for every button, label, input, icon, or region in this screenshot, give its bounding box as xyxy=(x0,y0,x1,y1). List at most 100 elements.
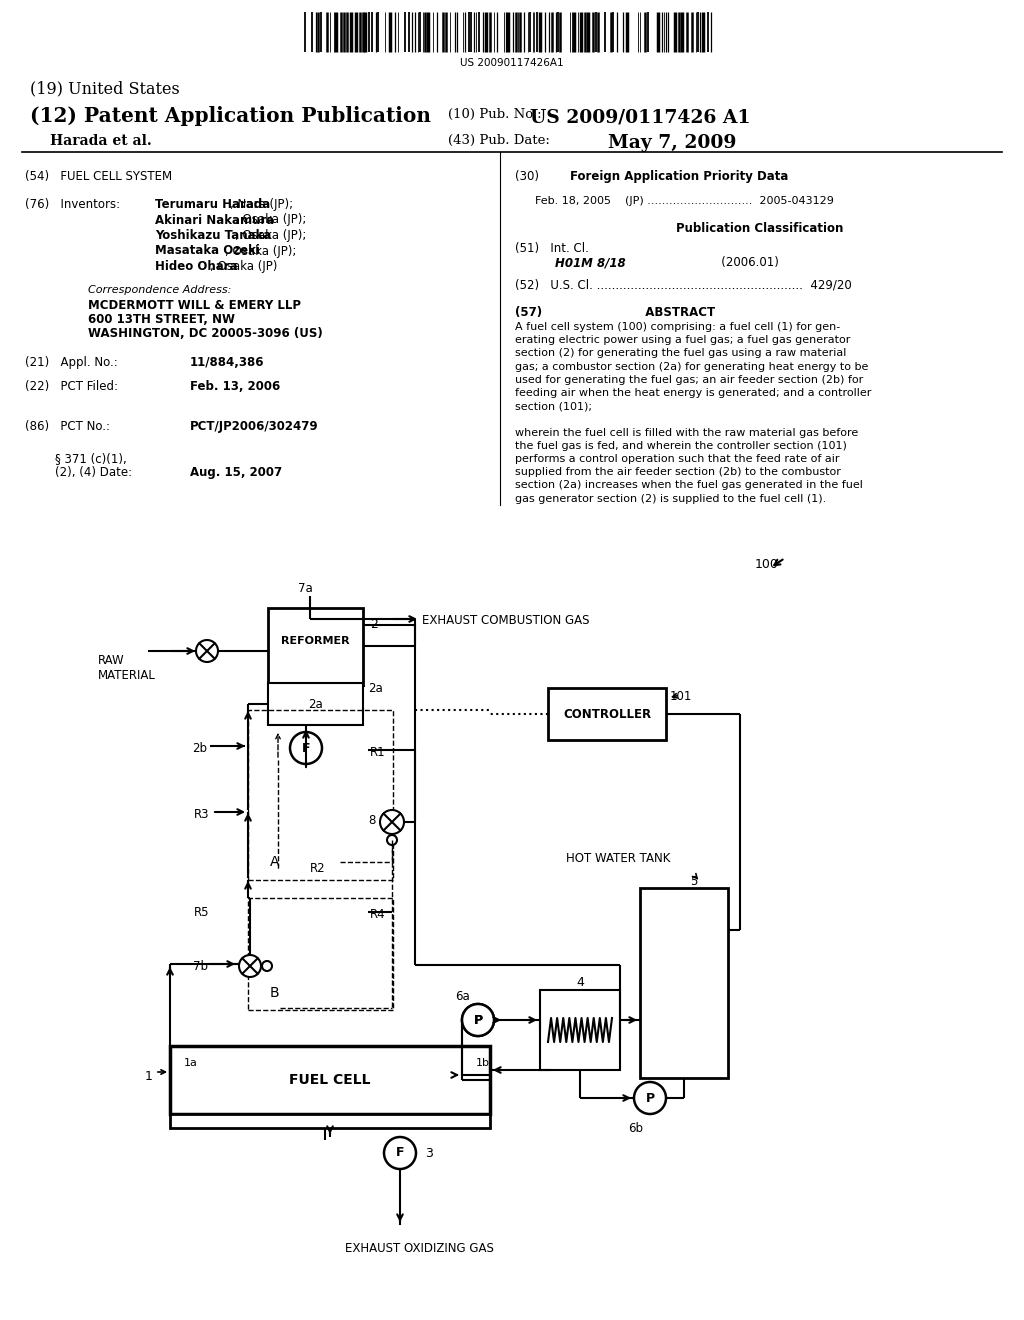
Circle shape xyxy=(239,954,261,977)
Text: F: F xyxy=(302,742,310,755)
Text: Feb. 13, 2006: Feb. 13, 2006 xyxy=(190,380,281,393)
Text: R5: R5 xyxy=(194,906,210,919)
Text: (19) United States: (19) United States xyxy=(30,81,180,96)
Text: Publication Classification: Publication Classification xyxy=(676,222,844,235)
Text: (10) Pub. No.:: (10) Pub. No.: xyxy=(449,108,542,121)
Text: US 2009/0117426 A1: US 2009/0117426 A1 xyxy=(530,108,751,125)
Text: WASHINGTON, DC 20005-3096 (US): WASHINGTON, DC 20005-3096 (US) xyxy=(88,327,323,341)
Circle shape xyxy=(462,1005,494,1036)
Text: , Osaka (JP): , Osaka (JP) xyxy=(210,260,278,273)
Bar xyxy=(548,688,666,741)
Text: US 20090117426A1: US 20090117426A1 xyxy=(460,58,564,69)
Text: Feb. 18, 2005    (JP) .............................  2005-043129: Feb. 18, 2005 (JP) .....................… xyxy=(535,195,834,206)
Text: RAW
MATERIAL: RAW MATERIAL xyxy=(98,653,156,682)
Text: P: P xyxy=(473,1014,482,1027)
Text: section (2a) increases when the fuel gas generated in the fuel: section (2a) increases when the fuel gas… xyxy=(515,480,863,491)
Text: Harada et al.: Harada et al. xyxy=(50,135,152,148)
Text: H01M 8/18: H01M 8/18 xyxy=(555,256,626,269)
Text: 6b: 6b xyxy=(628,1122,643,1135)
Text: REFORMER: REFORMER xyxy=(282,635,350,645)
Text: (76)   Inventors:: (76) Inventors: xyxy=(25,198,120,211)
Text: (54)   FUEL CELL SYSTEM: (54) FUEL CELL SYSTEM xyxy=(25,170,172,183)
Text: section (101);: section (101); xyxy=(515,401,592,412)
Text: § 371 (c)(1),: § 371 (c)(1), xyxy=(25,451,127,465)
Text: Aug. 15, 2007: Aug. 15, 2007 xyxy=(190,466,283,479)
Circle shape xyxy=(462,1005,494,1036)
Text: (30): (30) xyxy=(515,170,577,183)
Text: 101: 101 xyxy=(670,690,692,704)
Text: (2), (4) Date:: (2), (4) Date: xyxy=(25,466,132,479)
Text: R4: R4 xyxy=(370,908,386,921)
Text: 100: 100 xyxy=(755,558,779,572)
Circle shape xyxy=(634,1082,666,1114)
Text: 8: 8 xyxy=(368,814,376,828)
Text: 600 13TH STREET, NW: 600 13TH STREET, NW xyxy=(88,313,234,326)
Text: R1: R1 xyxy=(370,746,386,759)
Text: performs a control operation such that the feed rate of air: performs a control operation such that t… xyxy=(515,454,840,465)
Text: , Osaka (JP);: , Osaka (JP); xyxy=(234,228,306,242)
Circle shape xyxy=(380,810,404,834)
Text: , Osaka (JP);: , Osaka (JP); xyxy=(234,214,306,227)
Text: R2: R2 xyxy=(310,862,326,875)
Text: (43) Pub. Date:: (43) Pub. Date: xyxy=(449,135,550,147)
Text: (22)   PCT Filed:: (22) PCT Filed: xyxy=(25,380,118,393)
Text: 5: 5 xyxy=(690,875,697,888)
Text: feeding air when the heat energy is generated; and a controller: feeding air when the heat energy is gene… xyxy=(515,388,871,399)
Bar xyxy=(540,990,620,1071)
Circle shape xyxy=(196,640,218,663)
Text: supplied from the air feeder section (2b) to the combustor: supplied from the air feeder section (2b… xyxy=(515,467,841,478)
Text: P: P xyxy=(473,1014,482,1027)
Text: 7b: 7b xyxy=(193,960,208,973)
Bar xyxy=(640,888,728,1078)
Text: the fuel gas is fed, and wherein the controller section (101): the fuel gas is fed, and wherein the con… xyxy=(515,441,847,451)
Text: erating electric power using a fuel gas; a fuel gas generator: erating electric power using a fuel gas;… xyxy=(515,335,850,346)
Text: Akinari Nakamura: Akinari Nakamura xyxy=(155,214,274,227)
Circle shape xyxy=(384,1137,416,1170)
Text: EXHAUST COMBUSTION GAS: EXHAUST COMBUSTION GAS xyxy=(422,614,590,627)
Text: (51)   Int. Cl.: (51) Int. Cl. xyxy=(515,242,589,255)
Text: , Osaka (JP);: , Osaka (JP); xyxy=(225,244,296,257)
Text: Hideo Ohara: Hideo Ohara xyxy=(155,260,238,273)
Bar xyxy=(248,898,393,1010)
Text: (2006.01): (2006.01) xyxy=(665,256,779,269)
Text: (86)   PCT No.:: (86) PCT No.: xyxy=(25,420,110,433)
Text: MCDERMOTT WILL & EMERY LLP: MCDERMOTT WILL & EMERY LLP xyxy=(88,300,301,312)
Text: 2: 2 xyxy=(370,618,378,631)
Text: 4: 4 xyxy=(577,975,584,989)
Text: Foreign Application Priority Data: Foreign Application Priority Data xyxy=(570,170,788,183)
Text: PCT/JP2006/302479: PCT/JP2006/302479 xyxy=(190,420,318,433)
Bar xyxy=(248,710,393,880)
Text: (52)   U.S. Cl. .......................................................  429/20: (52) U.S. Cl. ..........................… xyxy=(515,279,852,290)
Text: 11/884,386: 11/884,386 xyxy=(190,356,264,370)
Text: (57)                         ABSTRACT: (57) ABSTRACT xyxy=(515,306,715,319)
Text: 2b: 2b xyxy=(193,742,207,755)
Text: CONTROLLER: CONTROLLER xyxy=(563,708,651,721)
Text: 7a: 7a xyxy=(298,582,312,595)
Text: R3: R3 xyxy=(194,808,210,821)
Text: used for generating the fuel gas; an air feeder section (2b) for: used for generating the fuel gas; an air… xyxy=(515,375,863,385)
Text: (12) Patent Application Publication: (12) Patent Application Publication xyxy=(30,106,431,125)
Text: A fuel cell system (100) comprising: a fuel cell (1) for gen-: A fuel cell system (100) comprising: a f… xyxy=(515,322,841,333)
Circle shape xyxy=(290,733,322,764)
Text: section (2) for generating the fuel gas using a raw material: section (2) for generating the fuel gas … xyxy=(515,348,847,359)
Text: P: P xyxy=(645,1092,654,1105)
Text: 1b: 1b xyxy=(476,1059,490,1068)
Text: 3: 3 xyxy=(425,1147,433,1160)
Bar xyxy=(170,1114,490,1129)
Text: 2a: 2a xyxy=(308,697,323,710)
Text: 2a: 2a xyxy=(368,682,383,696)
Text: B: B xyxy=(270,986,280,1001)
Text: 1: 1 xyxy=(145,1071,153,1082)
Text: HOT WATER TANK: HOT WATER TANK xyxy=(566,851,670,865)
Text: Yoshikazu Tanaka: Yoshikazu Tanaka xyxy=(155,228,271,242)
Circle shape xyxy=(387,836,397,845)
Text: FUEL CELL: FUEL CELL xyxy=(289,1073,371,1086)
Text: gas; a combustor section (2a) for generating heat energy to be: gas; a combustor section (2a) for genera… xyxy=(515,362,868,372)
Bar xyxy=(268,682,362,725)
Circle shape xyxy=(262,961,272,972)
Text: wherein the fuel cell is filled with the raw material gas before: wherein the fuel cell is filled with the… xyxy=(515,428,858,438)
Bar xyxy=(170,1045,490,1114)
Text: 1a: 1a xyxy=(184,1059,198,1068)
Text: Masataka Ozeki: Masataka Ozeki xyxy=(155,244,260,257)
Text: 6a: 6a xyxy=(455,990,470,1003)
